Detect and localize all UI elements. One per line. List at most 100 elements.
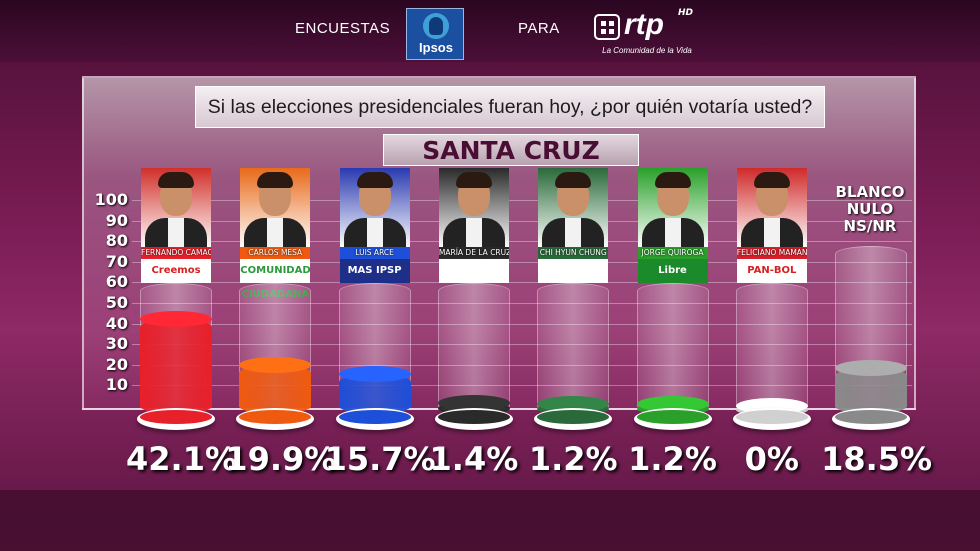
ipsos-logo: Ipsos: [406, 8, 464, 60]
hair-shape: [158, 172, 194, 188]
bar-fill-cap: [140, 311, 212, 328]
chart-title: Si las elecciones presidenciales fueran …: [195, 86, 825, 128]
shirt-shape: [763, 218, 780, 248]
gridline: [132, 303, 912, 304]
rtp-slogan: La Comunidad de la Vida: [602, 46, 692, 55]
shirt-shape: [366, 218, 383, 248]
party-label: Creemos: [141, 259, 211, 283]
gridline: [132, 385, 912, 387]
bar-value-label: 19.9%: [225, 440, 337, 478]
party-label: MAS IPSP: [339, 259, 410, 283]
bar-base-top: [140, 410, 212, 424]
party-label: COMUNIDAD CIUDADANA: [240, 259, 311, 300]
hair-shape: [753, 172, 790, 188]
bar-base: [137, 408, 215, 430]
gridline: [132, 323, 912, 325]
y-tick-label: 30: [105, 334, 128, 354]
bar-glass-cylinder: [735, 283, 808, 414]
gridline: [132, 282, 912, 284]
y-tick-label: 60: [105, 272, 128, 292]
y-tick-label: 90: [105, 210, 128, 230]
candidate-photo: [637, 168, 708, 248]
bar-fill-cap: [437, 395, 510, 412]
bar-glass-cylinder: [636, 283, 709, 414]
bar-fill-cap: [239, 357, 312, 373]
candidate-photo: [438, 168, 509, 248]
top-banner: [0, 0, 980, 62]
rtp-hd-badge: HD: [678, 8, 694, 18]
header-left-text: ENCUESTAS: [295, 20, 391, 37]
shirt-shape: [465, 218, 482, 248]
candidate-photo: [339, 168, 410, 248]
bar-fill: [239, 357, 312, 414]
bar-fill: [835, 359, 908, 414]
bar-glass-cylinder: [537, 283, 610, 414]
y-tick-label: 80: [105, 231, 128, 251]
gridline: [132, 241, 912, 243]
bar-value-label: 1.4%: [429, 440, 519, 478]
y-tick-label: 10: [105, 375, 128, 395]
blank-null-label: BLANCO NULO NS/NR: [834, 184, 906, 235]
party-label: [538, 259, 609, 283]
y-tick-label: 100: [94, 190, 128, 209]
bar-base-top: [537, 410, 610, 424]
bar-value-label: 15.7%: [324, 440, 436, 478]
candidate-photo: [240, 168, 311, 248]
shirt-shape: [168, 218, 184, 248]
bar-fill-cap: [835, 359, 908, 376]
candidate-name: FELICIANO MAMANI: [736, 247, 807, 259]
gridline: [132, 261, 912, 263]
party-label: Libre: [637, 259, 708, 283]
y-tick-label: 70: [105, 251, 128, 271]
bar-base: [236, 408, 315, 430]
party-label: PAN-BOL: [736, 259, 807, 283]
bar-fill: [140, 311, 212, 414]
y-tick-label: 40: [105, 313, 128, 333]
blank-label-line-3: NS/NR: [843, 217, 897, 235]
bar-fill: [338, 365, 411, 414]
bar-value-label: 1.2%: [528, 440, 618, 478]
bar-fill-cap: [636, 395, 709, 412]
blank-label-line-1: BLANCO: [835, 183, 905, 201]
bar-fill-cap: [537, 395, 610, 412]
ipsos-wordmark: Ipsos: [419, 40, 453, 55]
header-middle-text: PARA: [518, 20, 560, 37]
rtp-wordmark: rtp: [624, 8, 664, 41]
candidate-name: MARÍA DE LA CRUZ BAYÁ: [438, 247, 509, 259]
hair-shape: [257, 172, 294, 188]
hair-shape: [455, 172, 492, 188]
chart-subtitle: SANTA CRUZ: [383, 134, 639, 166]
bar-base: [832, 408, 911, 430]
ipsos-head-icon: [429, 17, 443, 35]
bar-value-label: 0%: [744, 440, 799, 478]
bar-base-top: [835, 410, 908, 424]
party-label: [438, 259, 509, 283]
bar-value-label: 1.2%: [628, 440, 717, 478]
gridline: [132, 344, 912, 346]
bar-value-label: 42.1%: [126, 440, 238, 478]
bar-base-top: [437, 410, 510, 424]
candidate-name: LUIS ARCE: [339, 247, 410, 259]
hair-shape: [654, 172, 691, 188]
shirt-shape: [267, 218, 284, 248]
gridline: [132, 220, 912, 222]
bar-base: [633, 408, 712, 430]
candidate-name: JORGE QUIROGA: [637, 247, 708, 259]
bar-base: [732, 408, 811, 430]
bar-fill-cap: [338, 365, 411, 382]
bar-base: [434, 408, 513, 430]
y-tick-label: 50: [105, 293, 128, 312]
blank-label-line-2: NULO: [846, 200, 894, 218]
hair-shape: [555, 172, 592, 188]
candidate-name: CHI HYUN CHUNG: [538, 247, 609, 259]
bar-base: [335, 408, 414, 430]
candidate-name: CARLOS MESA: [240, 247, 311, 259]
bar-base-top: [735, 410, 808, 424]
bar-value-label: 18.5%: [821, 440, 933, 478]
rtp-grid-icon: [594, 14, 620, 40]
rtp-logo: rtp HD La Comunidad de la Vida: [592, 6, 702, 58]
reflective-floor: [0, 490, 980, 551]
gridline: [132, 200, 912, 201]
candidate-photo: [538, 168, 609, 248]
shirt-shape: [565, 218, 582, 248]
